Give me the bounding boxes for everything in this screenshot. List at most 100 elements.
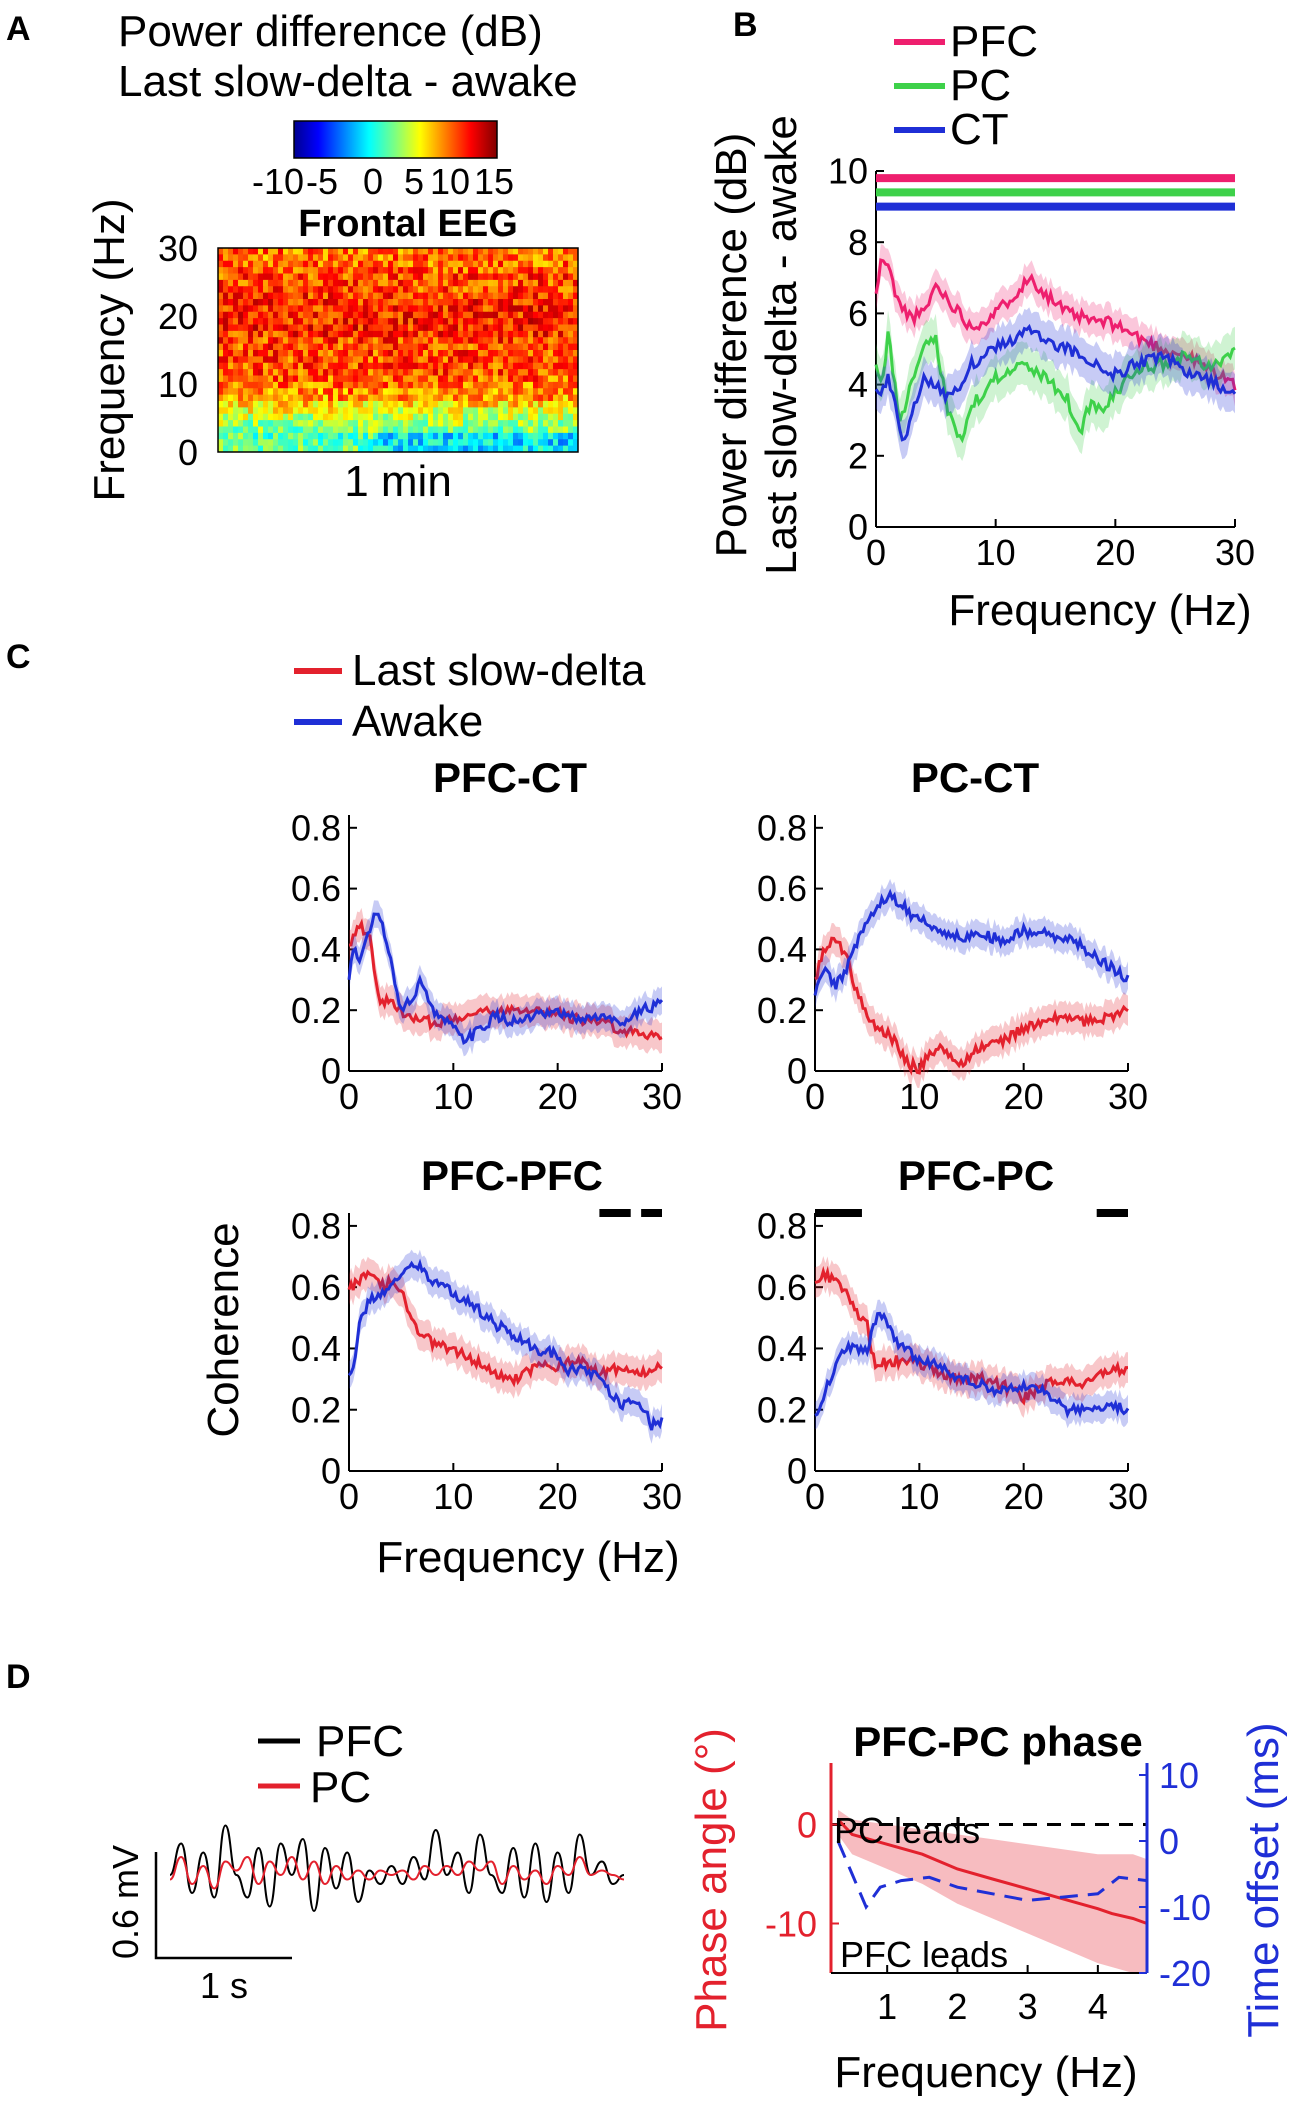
heatmap-cell (563, 381, 569, 389)
heatmap-cell (248, 388, 254, 396)
heatmap-cell (413, 426, 419, 434)
heatmap-cell (573, 413, 579, 421)
heatmap-cell (258, 420, 264, 427)
heatmap-cell (268, 369, 274, 376)
heatmap-cell (373, 279, 379, 287)
heatmap-cell (328, 248, 334, 255)
heatmap-cell (533, 356, 539, 364)
heatmap-cell (383, 350, 389, 357)
heatmap-cell (528, 254, 534, 262)
heatmap-cell (408, 305, 414, 313)
heatmap-cell (263, 407, 269, 415)
heatmap-cell (458, 267, 464, 274)
heatmap-cell (458, 350, 464, 357)
heatmap-cell (483, 375, 489, 383)
heatmap-cell (348, 413, 354, 421)
heatmap-cell (438, 388, 444, 396)
heatmap-cell (573, 248, 579, 255)
heatmap-cell (353, 375, 359, 383)
heatmap-cell (293, 299, 299, 306)
heatmap-cell (288, 356, 294, 364)
heatmap-cell (238, 369, 244, 376)
heatmap-cell (228, 299, 234, 306)
heatmap-cell (353, 381, 359, 389)
heatmap-cell (283, 299, 289, 306)
heatmap-cell (403, 369, 409, 376)
heatmap-cell (238, 330, 244, 338)
heatmap-cell (233, 432, 239, 440)
heatmap-cell (468, 248, 474, 255)
heatmap-cell (378, 311, 384, 319)
legend-label-pc: PC (950, 61, 1011, 110)
heatmap-cell (223, 381, 229, 389)
heatmap-cell (303, 273, 309, 281)
heatmap-cell (423, 439, 429, 447)
heatmap-cell (308, 292, 314, 300)
heatmap-cell (458, 311, 464, 319)
heatmap-cell (378, 267, 384, 274)
heatmap-cell (403, 337, 409, 345)
heatmap-cell (528, 318, 534, 325)
heatmap-cell (548, 350, 554, 357)
heatmap-cell (373, 292, 379, 300)
heatmap-cell (548, 413, 554, 421)
heatmap-cell (403, 343, 409, 351)
panel-d-ylabel-right: Time offset (ms) (1239, 1722, 1288, 2037)
heatmap-cell (388, 388, 394, 396)
heatmap-cell (403, 324, 409, 332)
heatmap-cell (548, 432, 554, 440)
heatmap-cell (253, 267, 259, 274)
heatmap-cell (263, 401, 269, 408)
heatmap-cell (478, 318, 484, 325)
heatmap-cell (518, 394, 524, 402)
legend: PFC PC CT (894, 17, 1038, 154)
heatmap-cell (468, 311, 474, 319)
heatmap-cell (428, 407, 434, 415)
heatmap-cell (413, 254, 419, 262)
heatmap-cell (538, 356, 544, 364)
heatmap-cell (453, 254, 459, 262)
heatmap-cell (243, 375, 249, 383)
heatmap-cell (403, 401, 409, 408)
heatmap-cell (558, 445, 564, 453)
heatmap-cell (508, 343, 514, 351)
heatmap-cell (493, 286, 499, 294)
heatmap-cell (488, 292, 494, 300)
heatmap-cell (368, 260, 374, 268)
panel-letter-c: C (6, 638, 31, 676)
heatmap-cell (408, 350, 414, 357)
heatmap-cell (278, 445, 284, 453)
heatmap-cell (338, 337, 344, 345)
heatmap-cell (573, 337, 579, 345)
heatmap-cell (383, 362, 389, 370)
heatmap-cell (573, 299, 579, 306)
heatmap-cell (393, 279, 399, 287)
heatmap-cell (283, 420, 289, 427)
heatmap-cell (458, 356, 464, 364)
heatmap-cell (378, 318, 384, 325)
heatmap-cell (408, 413, 414, 421)
heatmap-cell (473, 420, 479, 427)
heatmap-cell (573, 350, 579, 357)
heatmap-cell (438, 432, 444, 440)
heatmap-cell (568, 337, 574, 345)
heatmap-cell (393, 426, 399, 434)
colorbar-tick-label: -10 (252, 161, 304, 202)
heatmap-cell (518, 407, 524, 415)
heatmap-cell (563, 286, 569, 294)
panel-c: C Last slow-delta Awake PFC-CT PC-CT PFC… (6, 638, 1148, 1582)
heatmap-cell (278, 267, 284, 274)
heatmap-cell (503, 292, 509, 300)
heatmap-cell (288, 267, 294, 274)
heatmap-cell (248, 375, 254, 383)
heatmap-cell (273, 439, 279, 447)
heatmap-cell (413, 248, 419, 255)
heatmap-cell (503, 254, 509, 262)
heatmap-cell (443, 260, 449, 268)
heatmap-cell (558, 279, 564, 287)
heatmap-cell (303, 388, 309, 396)
heatmap-cell (488, 381, 494, 389)
heatmap-cell (463, 388, 469, 396)
heatmap-cell (493, 369, 499, 376)
heatmap-cell (448, 439, 454, 447)
